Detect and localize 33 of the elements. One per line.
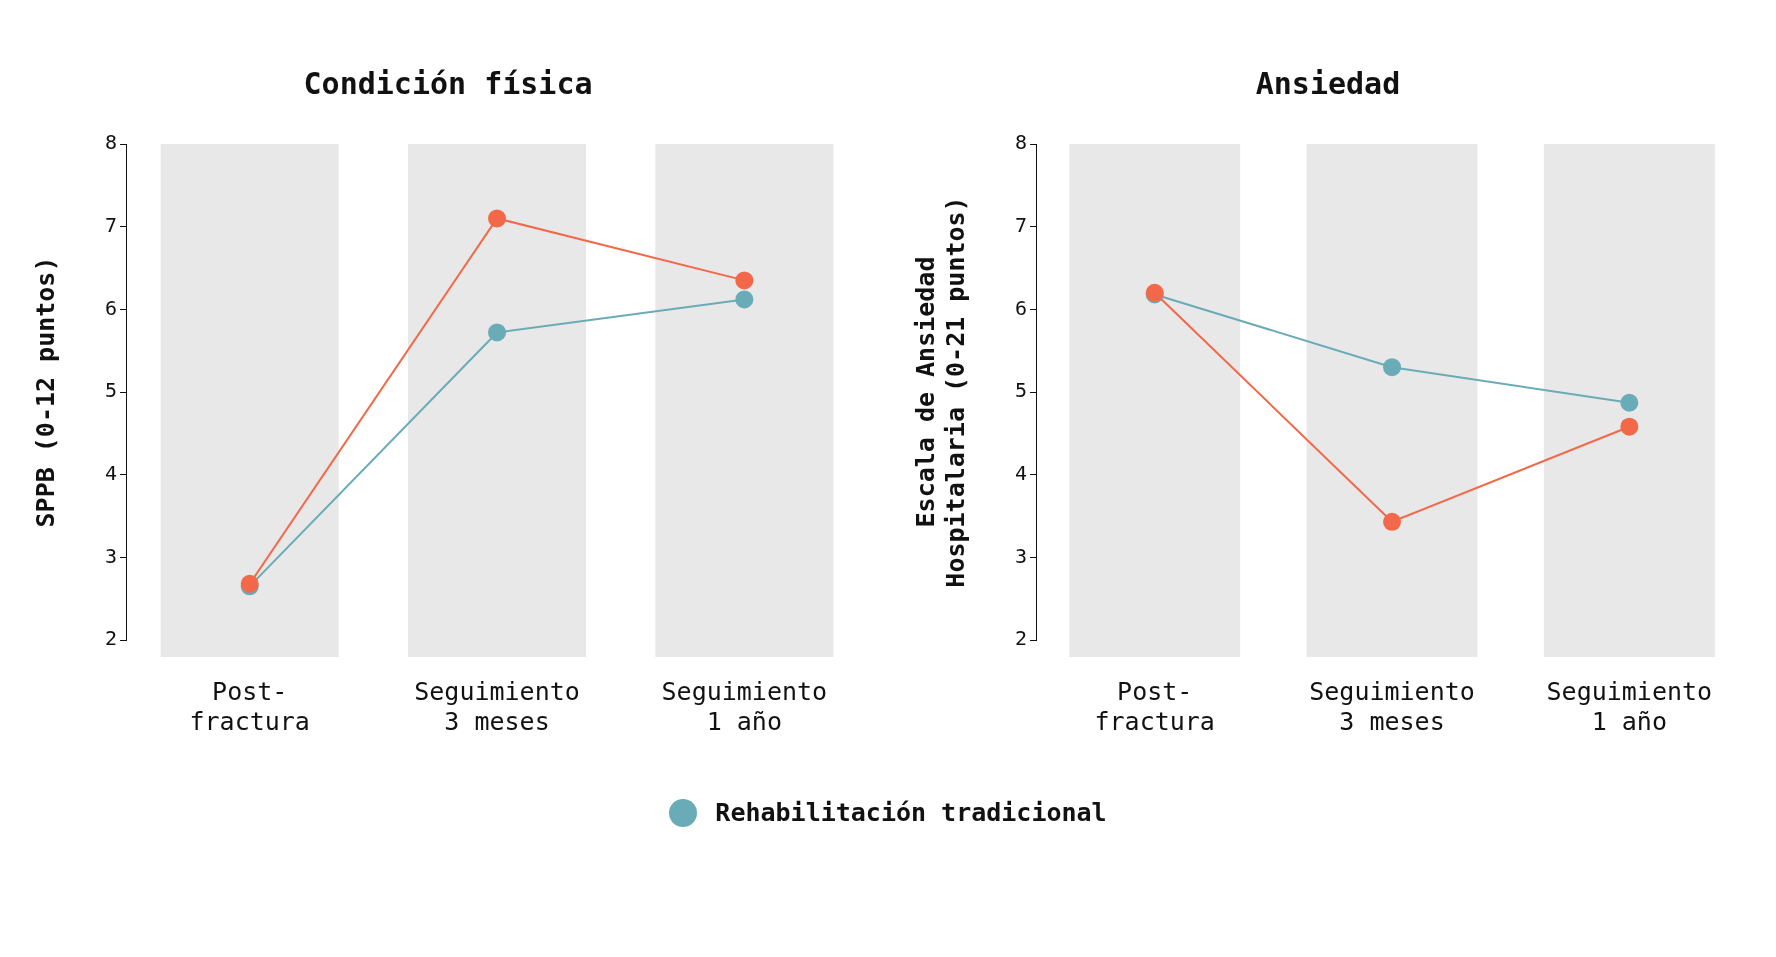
y-tick-label: 5 xyxy=(104,378,118,403)
point xyxy=(1620,393,1639,412)
x-tick-label: Seguimiento 3 meses xyxy=(1309,676,1475,736)
y-tick-label: 6 xyxy=(104,295,118,320)
y-tick-label: 4 xyxy=(1014,460,1028,485)
x-tick-label: Post-fractura xyxy=(1094,676,1215,736)
point xyxy=(488,323,507,342)
y-tick-label: 7 xyxy=(104,212,118,237)
y-tick-label: 4 xyxy=(104,460,118,485)
y-tick-label: 2 xyxy=(1014,626,1028,651)
point xyxy=(735,271,754,290)
y-tick-label: 3 xyxy=(1014,543,1028,568)
x-tick-label: Seguimiento 1 año xyxy=(661,676,828,736)
y-tick-label: 8 xyxy=(104,130,118,155)
chart-title: Ansiedad xyxy=(1255,65,1401,101)
y-tick-label: 5 xyxy=(1014,378,1028,403)
y-tick-label: 2 xyxy=(104,626,118,651)
y-axis-title: Escala de Ansiedad Hospitalaria (0-21 puntos) xyxy=(910,196,970,588)
point xyxy=(488,209,507,228)
point xyxy=(1383,358,1402,377)
y-tick-label: 6 xyxy=(1014,295,1028,320)
x-tick-label: Post-fractura xyxy=(189,676,310,736)
y-tick-label: 7 xyxy=(1014,212,1028,237)
x-tick-label: Seguimiento 1 año xyxy=(1546,676,1713,736)
y-tick-label: 8 xyxy=(1014,130,1028,155)
point xyxy=(735,290,754,309)
y-tick-label: 3 xyxy=(104,543,118,568)
legend-label: Rehabilitación tradicional xyxy=(715,798,1107,827)
y-axis-title: SPPB (0-12 puntos) xyxy=(30,256,60,528)
point xyxy=(1620,417,1639,436)
chart-title: Condición física xyxy=(303,65,593,101)
point xyxy=(1383,512,1402,531)
x-tick-label: Seguimiento 3 meses xyxy=(414,676,580,736)
